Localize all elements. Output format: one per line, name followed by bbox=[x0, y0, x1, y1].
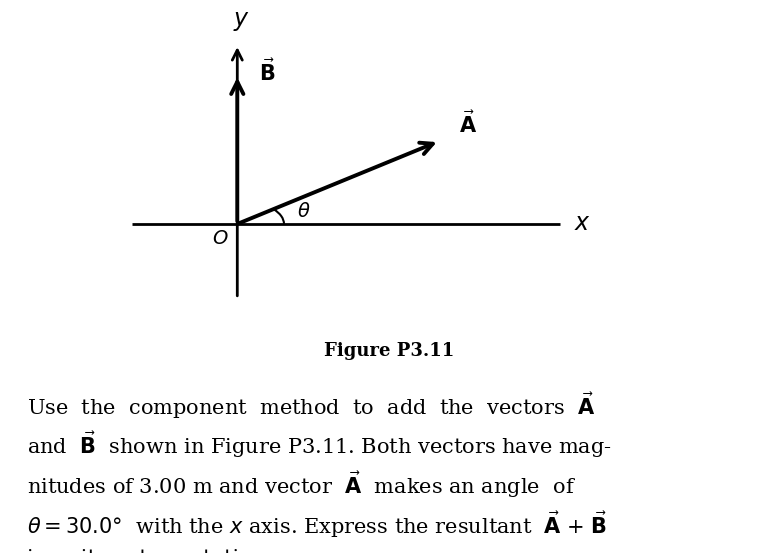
Text: $\vec{\mathbf{A}}$: $\vec{\mathbf{A}}$ bbox=[459, 110, 477, 137]
Text: $\theta = 30.0°$  with the $x$ axis. Express the resultant  $\vec{\mathbf{A}}$ +: $\theta = 30.0°$ with the $x$ axis. Expr… bbox=[27, 509, 608, 540]
Text: in unit-vector notation.: in unit-vector notation. bbox=[27, 549, 272, 553]
Text: $O$: $O$ bbox=[212, 231, 229, 248]
Text: $\theta$: $\theta$ bbox=[296, 202, 310, 221]
Text: $\vec{\mathbf{B}}$: $\vec{\mathbf{B}}$ bbox=[259, 59, 275, 85]
Text: Use  the  component  method  to  add  the  vectors  $\vec{\mathbf{A}}$: Use the component method to add the vect… bbox=[27, 390, 596, 421]
Text: $y$: $y$ bbox=[233, 10, 250, 33]
Text: $x$: $x$ bbox=[574, 212, 591, 236]
Text: Figure P3.11: Figure P3.11 bbox=[324, 342, 454, 360]
Text: nitudes of 3.00 m and vector  $\vec{\mathbf{A}}$  makes an angle  of: nitudes of 3.00 m and vector $\vec{\math… bbox=[27, 469, 576, 500]
Text: and  $\vec{\mathbf{B}}$  shown in Figure P3.11. Both vectors have mag-: and $\vec{\mathbf{B}}$ shown in Figure P… bbox=[27, 430, 612, 461]
